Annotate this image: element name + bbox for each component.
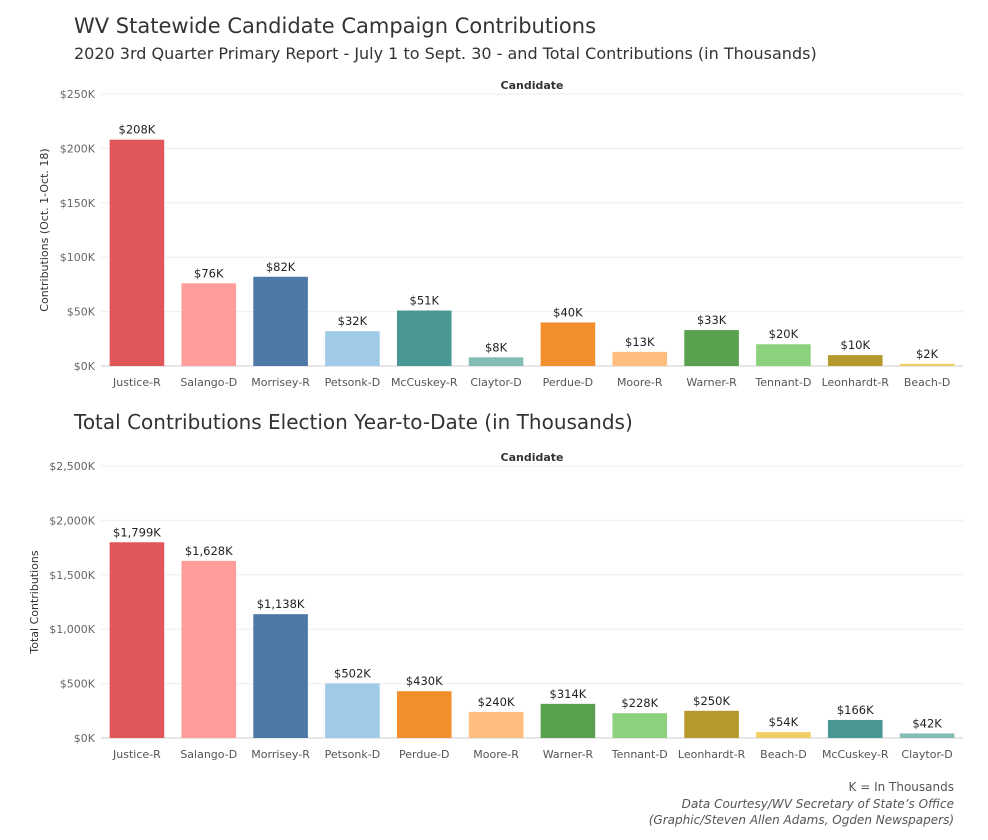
y-tick-label: $100K bbox=[60, 251, 96, 264]
bar bbox=[684, 330, 739, 366]
y-axis-label: Contributions (Oct. 1-Oct. 18) bbox=[38, 148, 51, 311]
quarterly-contributions-chart: Candidate $0K $50K $100K $150K $200K $250K Cont… bbox=[38, 79, 963, 389]
bar bbox=[612, 351, 668, 366]
y-tick-label: $250K bbox=[60, 88, 96, 101]
bar bbox=[827, 719, 883, 738]
bar-data-label: $8K bbox=[485, 340, 508, 354]
axis-header-label: Candidate bbox=[501, 451, 564, 464]
bar-data-label: $250K bbox=[693, 694, 730, 708]
bar-data-label: $82K bbox=[266, 260, 296, 274]
y-tick-label: $0K bbox=[74, 360, 96, 373]
total-contributions-chart: Candidate $0K $500K $1,000K $1,500K $2,000K $2… bbox=[28, 451, 963, 761]
bar-data-label: $32K bbox=[338, 314, 368, 328]
category-label: Claytor-D bbox=[901, 748, 952, 761]
y-tick-label: $500K bbox=[60, 678, 96, 691]
category-label: Morrisey-R bbox=[251, 748, 310, 761]
bar bbox=[540, 703, 596, 738]
bar-data-label: $10K bbox=[841, 338, 871, 352]
bar-data-label: $42K bbox=[912, 716, 942, 730]
category-label: Perdue-D bbox=[399, 748, 450, 761]
category-label: McCuskey-R bbox=[391, 376, 458, 389]
bar bbox=[325, 683, 380, 738]
category-label: Warner-R bbox=[543, 748, 594, 761]
bar bbox=[684, 710, 739, 738]
bar bbox=[325, 331, 380, 366]
bar bbox=[109, 139, 165, 366]
y-tick-label: $1,500K bbox=[49, 569, 95, 582]
category-label: Tennant-D bbox=[754, 376, 811, 389]
y-tick-label: $0K bbox=[74, 732, 96, 745]
bar bbox=[396, 691, 452, 738]
category-label: Moore-R bbox=[473, 748, 519, 761]
bar-data-label: $166K bbox=[837, 703, 874, 717]
bar-data-label: $40K bbox=[553, 305, 583, 319]
total-chart-title: Total Contributions Election Year-to-Dat… bbox=[74, 410, 633, 434]
category-label: Warner-R bbox=[686, 376, 737, 389]
bar-data-label: $51K bbox=[410, 294, 440, 308]
bar-data-label: $430K bbox=[406, 674, 443, 688]
y-tick-label: $2,500K bbox=[49, 460, 95, 473]
bar-data-label: $240K bbox=[478, 695, 515, 709]
y-tick-label: $50K bbox=[67, 306, 96, 319]
axis-header-label: Candidate bbox=[501, 79, 564, 92]
bar bbox=[827, 355, 883, 366]
bar bbox=[756, 344, 811, 366]
category-label: Morrisey-R bbox=[251, 376, 310, 389]
y-tick-label: $1,000K bbox=[49, 623, 95, 636]
category-label: Beach-D bbox=[760, 748, 807, 761]
bar-data-label: $54K bbox=[769, 715, 799, 729]
y-tick-label: $200K bbox=[60, 142, 96, 155]
category-label: Justice-R bbox=[112, 376, 161, 389]
y-tick-label: $2,000K bbox=[49, 514, 95, 527]
bar-data-label: $208K bbox=[119, 123, 156, 137]
category-label: Claytor-D bbox=[470, 376, 521, 389]
bar-data-label: $76K bbox=[194, 266, 224, 280]
bar bbox=[756, 732, 811, 738]
category-label: McCuskey-R bbox=[822, 748, 889, 761]
footer-source: Data Courtesy/WV Secretary of State’s Of… bbox=[681, 797, 954, 811]
chart-subtitle: 2020 3rd Quarter Primary Report - July 1… bbox=[74, 44, 817, 63]
bar bbox=[899, 363, 955, 366]
bar bbox=[899, 733, 955, 738]
category-label: Petsonk-D bbox=[325, 748, 381, 761]
category-label: Salango-D bbox=[180, 748, 237, 761]
category-label: Justice-R bbox=[112, 748, 161, 761]
category-label: Leonhardt-R bbox=[822, 376, 890, 389]
y-axis-label: Total Contributions bbox=[28, 550, 41, 654]
category-label: Tennant-D bbox=[611, 748, 668, 761]
bar bbox=[468, 711, 524, 738]
footer-note: K = In Thousands bbox=[848, 780, 954, 794]
bar bbox=[253, 614, 308, 738]
category-label: Petsonk-D bbox=[325, 376, 381, 389]
category-label: Salango-D bbox=[180, 376, 237, 389]
bar bbox=[181, 283, 237, 366]
bar-data-label: $13K bbox=[625, 335, 655, 349]
bar bbox=[612, 713, 668, 738]
bar bbox=[540, 322, 596, 366]
bar-data-label: $33K bbox=[697, 313, 727, 327]
bar-data-label: $1,799K bbox=[113, 525, 161, 539]
bar-data-label: $228K bbox=[621, 696, 658, 710]
bar-data-label: $2K bbox=[916, 347, 939, 361]
bar bbox=[396, 310, 452, 366]
bar-data-label: $314K bbox=[550, 687, 587, 701]
bar-data-label: $20K bbox=[769, 327, 799, 341]
category-label: Moore-R bbox=[617, 376, 663, 389]
bar-data-label: $502K bbox=[334, 666, 371, 680]
y-tick-label: $150K bbox=[60, 197, 96, 210]
bar bbox=[253, 276, 308, 366]
bar bbox=[181, 560, 237, 738]
bar bbox=[468, 357, 524, 366]
footer-credit: (Graphic/Steven Allen Adams, Ogden Newsp… bbox=[648, 813, 954, 827]
category-label: Leonhardt-R bbox=[678, 748, 746, 761]
bar-data-label: $1,138K bbox=[257, 597, 305, 611]
chart-title: WV Statewide Candidate Campaign Contribu… bbox=[74, 14, 597, 38]
category-label: Beach-D bbox=[904, 376, 951, 389]
category-label: Perdue-D bbox=[543, 376, 594, 389]
bar-data-label: $1,628K bbox=[185, 544, 233, 558]
bar bbox=[109, 542, 165, 738]
